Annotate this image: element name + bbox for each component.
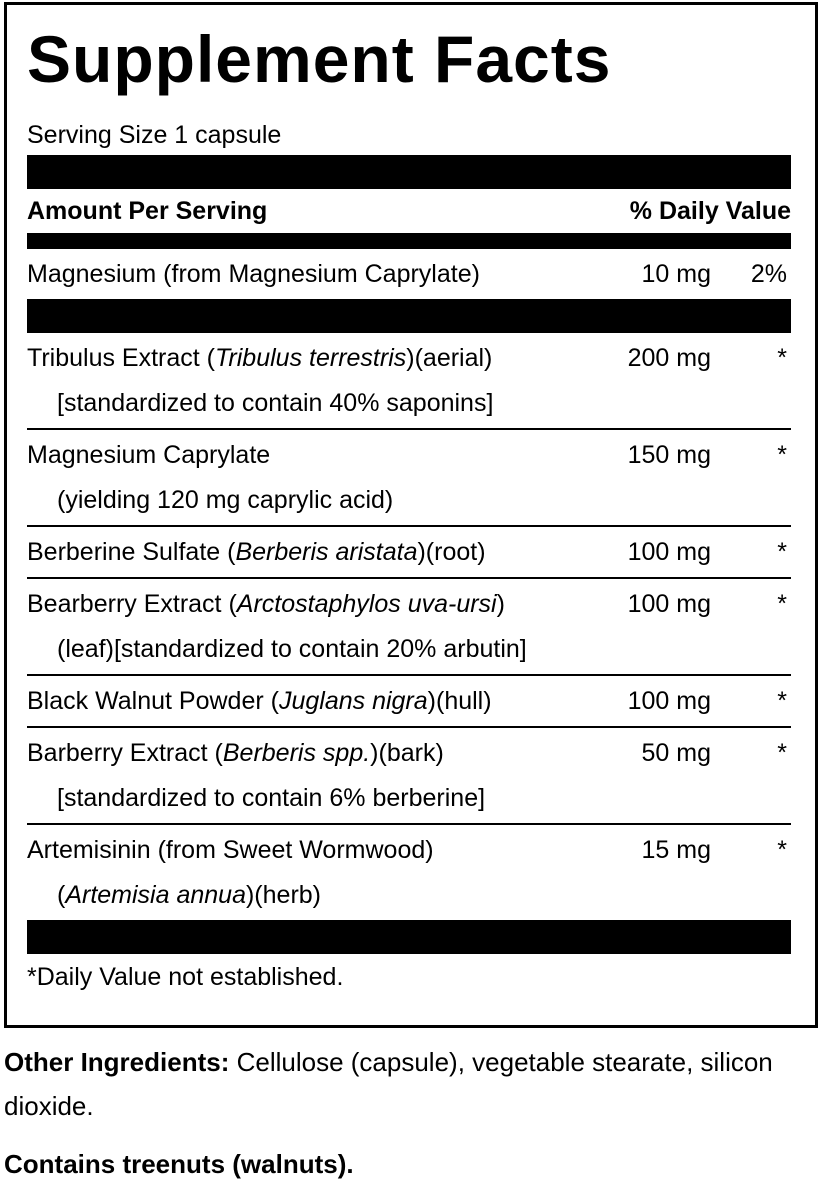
other-text: Cellulose (capsule), vegetable stearate,… <box>4 1047 773 1121</box>
name-text: Bearberry Extract ( <box>27 590 237 618</box>
latin-name: Tribulus terrestris <box>215 344 407 372</box>
daily-value: * <box>777 441 787 469</box>
ingredient-row: Artemisinin (from Sweet Wormwood) (Artemi… <box>27 825 791 920</box>
name-line: Magnesium (from Magnesium Caprylate) <box>27 252 601 297</box>
name-text: )(bark) <box>370 739 444 767</box>
name-text: Barberry Extract ( <box>27 739 223 767</box>
name-line: Berberine Sulfate (Berberis aristata)(ro… <box>27 530 601 575</box>
daily-value: * <box>777 739 787 767</box>
daily-value: * <box>777 590 787 618</box>
thick-rule <box>27 155 791 189</box>
thick-rule <box>27 920 791 954</box>
name-text: Magnesium Caprylate <box>27 441 271 469</box>
ingredient-rows: Magnesium (from Magnesium Caprylate) 10 m… <box>27 249 791 920</box>
amount: 150 mg <box>627 441 711 469</box>
title: Supplement Facts <box>27 22 612 96</box>
amount: 10 mg <box>641 260 711 288</box>
ingredient-name: Artemisinin (from Sweet Wormwood) (Artemi… <box>27 828 601 918</box>
amount: 100 mg <box>627 687 711 715</box>
name-text: )(hull) <box>427 687 492 715</box>
name-text: Berberine Sulfate ( <box>27 538 236 566</box>
name-line: (leaf)[standardized to contain 20% arbut… <box>27 627 601 672</box>
name-text: )(aerial) <box>406 344 493 372</box>
amount: 200 mg <box>627 344 711 372</box>
ingredient-row: Tribulus Extract (Tribulus terrestris)(a… <box>27 333 791 430</box>
amount-header: Amount Per Serving <box>27 197 268 225</box>
rule <box>27 233 791 249</box>
ingredient-name: Barberry Extract (Berberis spp.)(bark) [s… <box>27 731 601 821</box>
name-text: [standardized to contain 6% berberine] <box>57 784 486 812</box>
daily-value: * <box>777 538 787 566</box>
name-line: (Artemisia annua)(herb) <box>27 873 601 918</box>
ingredient-name: Magnesium (from Magnesium Caprylate) <box>27 252 601 297</box>
allergen: Contains treenuts (walnuts). <box>4 1149 354 1179</box>
daily-value: * <box>777 344 787 372</box>
other-ingredients: Other Ingredients: Cellulose (capsule), … <box>4 1040 774 1128</box>
name-line: [standardized to contain 6% berberine] <box>27 776 601 821</box>
name-text: Black Walnut Powder ( <box>27 687 279 715</box>
latin-name: Juglans nigra <box>278 687 428 715</box>
name-line: Barberry Extract (Berberis spp.)(bark) <box>27 731 601 776</box>
ingredient-name: Magnesium Caprylate (yielding 120 mg capr… <box>27 433 601 523</box>
latin-name: Berberis spp. <box>222 739 371 767</box>
latin-name: Arctostaphylos uva-ursi <box>236 590 497 618</box>
latin-name: Artemisia annua <box>65 881 246 909</box>
name-text: (yielding 120 mg caprylic acid) <box>57 486 394 514</box>
thick-rule <box>27 299 791 333</box>
other-label: Other Ingredients: <box>4 1047 230 1077</box>
ingredient-name: Tribulus Extract (Tribulus terrestris)(a… <box>27 336 601 426</box>
facts-panel: Supplement Facts Serving Size 1 capsule … <box>4 2 818 1028</box>
name-line: Black Walnut Powder (Juglans nigra)(hull… <box>27 679 601 724</box>
name-text: (leaf)[standardized to contain 20% arbut… <box>57 635 527 663</box>
daily-value: * <box>777 836 787 864</box>
ingredient-row: Magnesium (from Magnesium Caprylate) 10 m… <box>27 249 791 299</box>
ingredient-name: Berberine Sulfate (Berberis aristata)(ro… <box>27 530 601 575</box>
name-line: Tribulus Extract (Tribulus terrestris)(a… <box>27 336 601 381</box>
name-line: Magnesium Caprylate <box>27 433 601 478</box>
amount: 15 mg <box>641 836 711 864</box>
ingredient-name: Black Walnut Powder (Juglans nigra)(hull… <box>27 679 601 724</box>
amount: 50 mg <box>641 739 711 767</box>
ingredient-name: Bearberry Extract (Arctostaphylos uva-ur… <box>27 582 601 672</box>
daily-value-header: % Daily Value <box>629 197 791 225</box>
name-line: Artemisinin (from Sweet Wormwood) <box>27 828 601 873</box>
ingredient-row: Black Walnut Powder (Juglans nigra)(hull… <box>27 676 791 728</box>
amount: 100 mg <box>627 538 711 566</box>
daily-value: 2% <box>750 260 787 288</box>
ingredient-row: Magnesium Caprylate (yielding 120 mg capr… <box>27 430 791 527</box>
ingredient-row: Barberry Extract (Berberis spp.)(bark) [s… <box>27 728 791 825</box>
name-text: Tribulus Extract ( <box>27 344 216 372</box>
column-header: Amount Per Serving % Daily Value <box>27 189 791 233</box>
name-text: )(root) <box>417 538 486 566</box>
name-text: Artemisinin (from Sweet Wormwood) <box>27 836 434 864</box>
name-line: Bearberry Extract (Arctostaphylos uva-ur… <box>27 582 601 627</box>
name-text: ) <box>496 590 505 618</box>
name-text: Magnesium (from Magnesium Caprylate) <box>27 260 480 288</box>
daily-value: * <box>777 687 787 715</box>
ingredient-row: Bearberry Extract (Arctostaphylos uva-ur… <box>27 579 791 676</box>
serving-size: Serving Size 1 capsule <box>27 121 282 149</box>
name-line: [standardized to contain 40% saponins] <box>27 381 601 426</box>
name-line: (yielding 120 mg caprylic acid) <box>27 478 601 523</box>
amount: 100 mg <box>627 590 711 618</box>
name-text: ( <box>57 881 66 909</box>
footnote: *Daily Value not established. <box>27 963 344 991</box>
latin-name: Berberis aristata <box>235 538 418 566</box>
name-text: [standardized to contain 40% saponins] <box>57 389 494 417</box>
name-text: )(herb) <box>245 881 321 909</box>
ingredient-row: Berberine Sulfate (Berberis aristata)(ro… <box>27 527 791 579</box>
